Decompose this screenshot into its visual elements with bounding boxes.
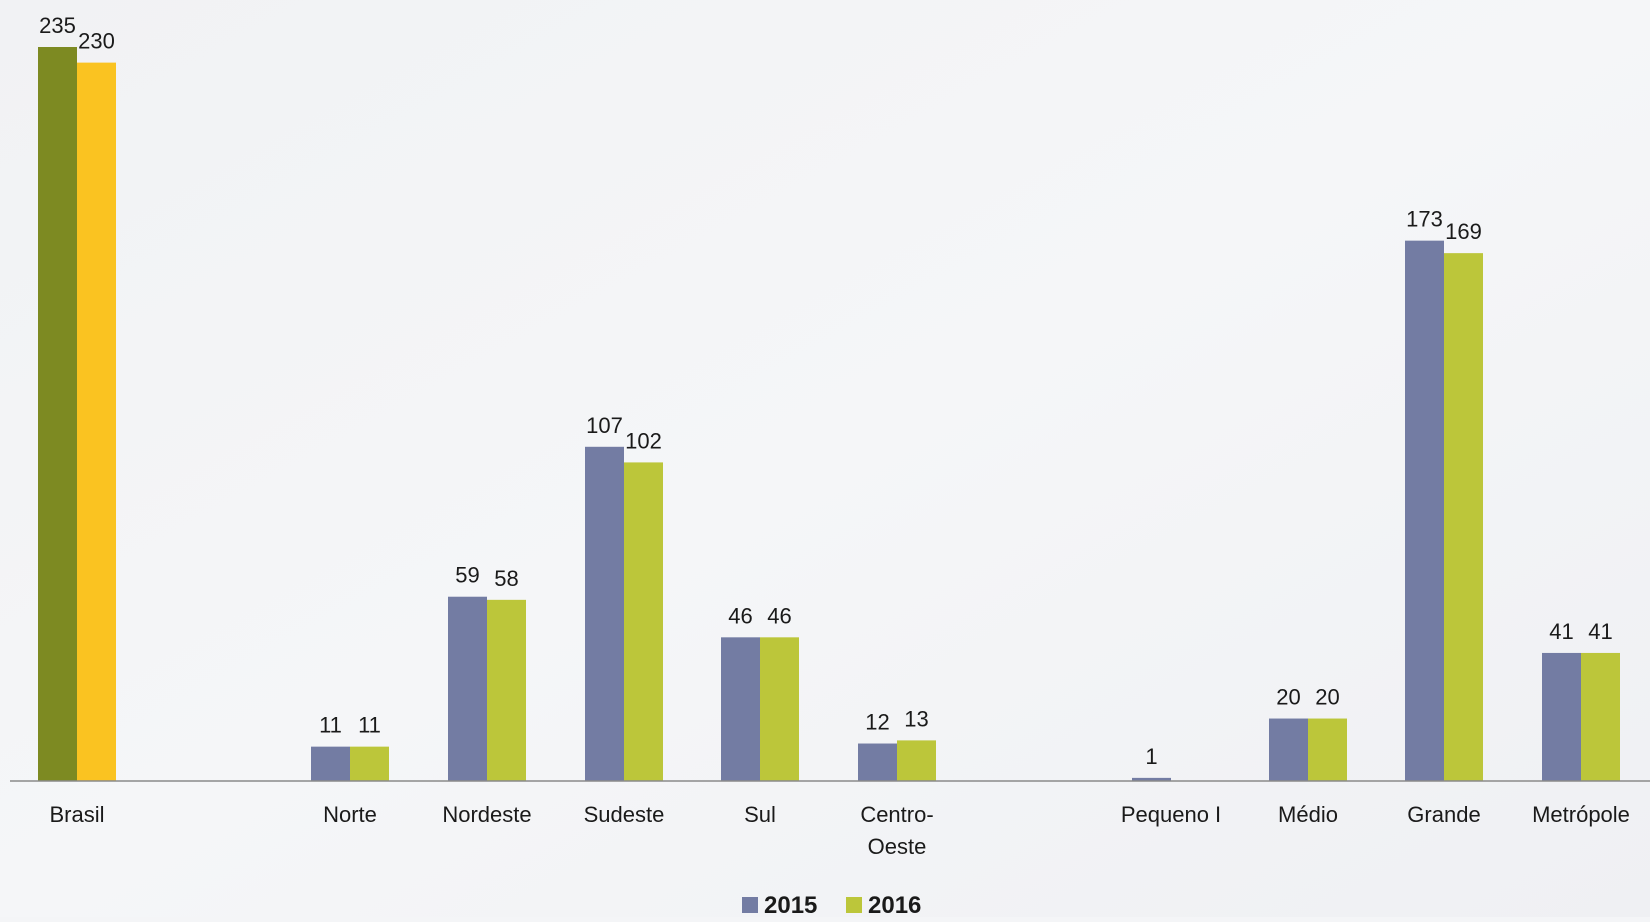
data-label-2015-sul: 46 [728,603,752,628]
bar-2015-pequeno-i [1132,777,1171,781]
bar-2015-m-dio [1269,718,1308,781]
bar-2015-sul [721,637,760,781]
data-label-2016-metr-pole: 41 [1588,619,1612,644]
bar-2015-nordeste [448,596,487,781]
data-label-2016-brasil: 230 [78,29,115,54]
data-label-2015-sudeste: 107 [586,413,623,438]
bars-layer [38,47,1620,782]
category-label-metr-pole: Metrópole [1532,802,1630,827]
data-label-2015-norte: 11 [319,713,342,738]
bar-2015-metr-pole [1542,652,1581,781]
category-label-sudeste: Sudeste [584,802,665,827]
bar-2015-grande [1405,240,1444,781]
category-label-brasil: Brasil [49,802,104,827]
bar-2016-m-dio [1308,718,1347,781]
category-label-sul: Sul [744,802,776,827]
data-label-2016-norte: 11 [358,713,381,738]
data-label-2016-nordeste: 58 [494,566,518,591]
category-label-m-dio: Médio [1278,802,1338,827]
category-label-pequeno-i: Pequeno I [1121,802,1221,827]
legend-swatch-2015 [742,897,758,913]
legend-label-2015: 2015 [764,892,817,917]
data-label-2015-nordeste: 59 [455,563,479,588]
data-label-2016-sudeste: 102 [625,428,662,453]
bar-2016-brasil [77,62,116,782]
category-label-centro-oeste: Oeste [868,834,927,859]
legend-label-2016: 2016 [868,892,921,917]
data-label-2015-grande: 173 [1406,207,1443,232]
legend: 2015 2016 [742,892,921,919]
bar-2015-centro-oeste [858,743,897,781]
bar-2016-grande [1444,253,1483,782]
category-label-grande: Grande [1407,802,1480,827]
bar-2015-brasil [38,47,77,781]
data-label-2015-centro-oeste: 12 [865,710,889,735]
bar-2016-nordeste [487,599,526,781]
legend-swatch-2016 [846,897,862,913]
bar-2016-sul [760,637,799,781]
category-label-centro-oeste: Centro- [860,802,933,827]
bar-2016-centro-oeste [897,740,936,781]
data-label-2016-m-dio: 20 [1315,685,1339,710]
data-label-2015-metr-pole: 41 [1549,619,1573,644]
category-label-norte: Norte [323,802,377,827]
data-label-2016-centro-oeste: 13 [904,706,928,731]
data-label-2016-grande: 169 [1445,219,1482,244]
bar-2016-sudeste [624,462,663,781]
data-label-2015-pequeno-i: 1 [1145,744,1157,769]
bar-2016-metr-pole [1581,652,1620,781]
data-label-2016-sul: 46 [767,603,791,628]
data-label-2015-brasil: 235 [39,13,76,38]
bar-2016-norte [350,746,389,781]
bar-2015-sudeste [585,446,624,781]
category-labels-layer: Brasil Norte Nordeste Sudeste Sul Centro- Oest… [49,802,1629,859]
category-label-nordeste: Nordeste [442,802,531,827]
data-label-2015-m-dio: 20 [1276,685,1300,710]
bar-2015-norte [311,746,350,781]
